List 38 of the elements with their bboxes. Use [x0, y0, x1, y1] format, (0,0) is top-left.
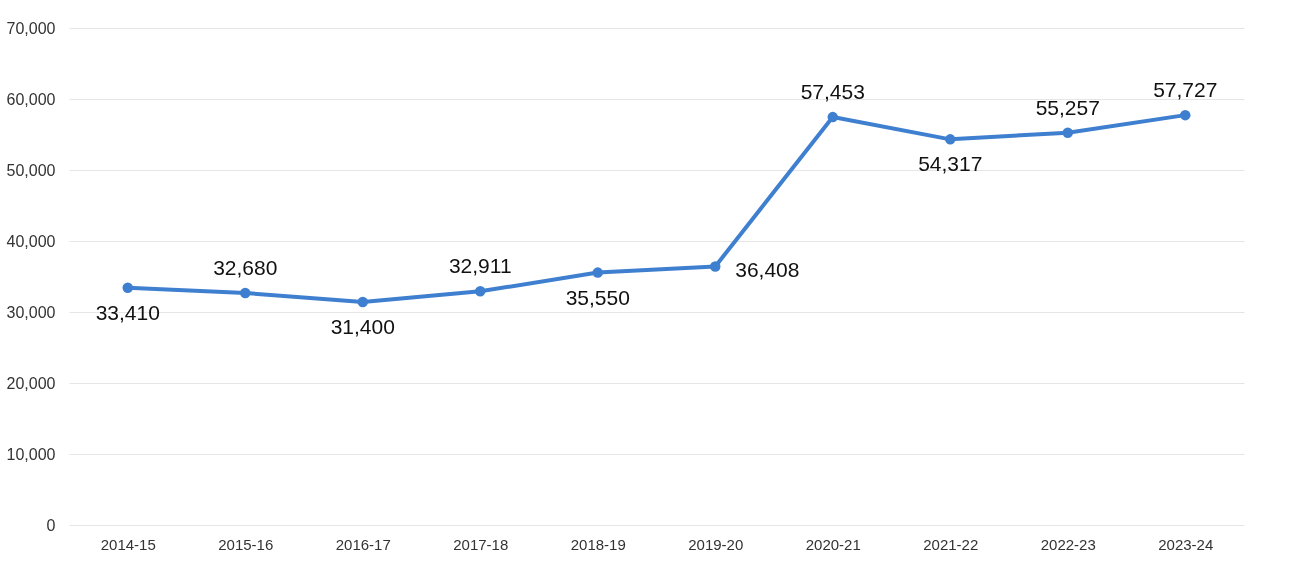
y-tick-label: 30,000	[6, 303, 56, 321]
data-label: 57,727	[1153, 78, 1218, 102]
data-label: 36,408	[735, 257, 800, 281]
x-tick-label: 2022-23	[1040, 535, 1096, 553]
point	[475, 286, 486, 297]
data-label: 57,453	[800, 80, 865, 104]
point	[122, 282, 133, 294]
y-tick-label: 40,000	[6, 232, 56, 250]
point	[592, 267, 603, 278]
data-label: 32,911	[448, 254, 512, 278]
y-tick-label: 10,000	[6, 445, 56, 463]
y-tick-label: 60,000	[6, 90, 56, 108]
data-label: 32,680	[213, 255, 278, 279]
point	[357, 296, 368, 308]
point	[1180, 109, 1191, 121]
data-label: 33,410	[95, 300, 160, 324]
point	[945, 134, 956, 145]
x-tick-label: 2017-18	[453, 535, 509, 553]
x-tick-label: 2016-17	[335, 535, 391, 553]
y-tick-label: 70,000	[6, 19, 56, 37]
point	[1062, 127, 1073, 138]
data-label: 31,400	[330, 315, 395, 339]
point	[710, 261, 721, 272]
data-label: 35,550	[565, 285, 630, 309]
data-label: 55,257	[1035, 95, 1100, 119]
point	[827, 111, 838, 123]
data-label: 54,317	[918, 152, 983, 176]
x-tick-label: 2019-20	[688, 535, 744, 553]
x-tick-label: 2015-16	[218, 535, 274, 553]
x-tick-label: 2023-24	[1158, 535, 1214, 553]
y-tick-label: 50,000	[6, 161, 56, 179]
x-tick-label: 2018-19	[570, 535, 626, 553]
x-tick-label: 2014-15	[100, 535, 156, 553]
y-tick-label: 0	[46, 516, 56, 534]
y-tick-label: 20,000	[6, 374, 56, 392]
x-tick-label: 2021-22	[923, 535, 979, 553]
x-tick-label: 2020-21	[805, 535, 861, 553]
point	[240, 287, 251, 299]
